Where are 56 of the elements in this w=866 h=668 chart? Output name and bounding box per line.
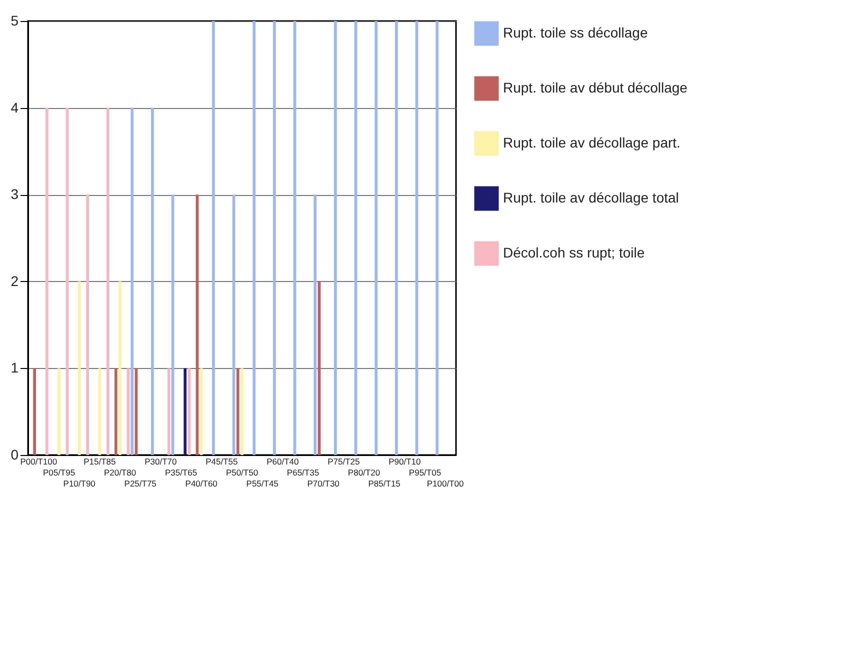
x-tick-label: P60/T40	[266, 456, 299, 466]
bar	[98, 368, 102, 455]
x-tick-label: P15/T85	[84, 456, 116, 466]
bar	[78, 281, 81, 455]
x-tick-label: P35/T65	[164, 468, 198, 478]
bar	[151, 108, 154, 455]
x-tick-label: P85/T15	[368, 478, 401, 488]
legend-label: Décol.coh ss rupt; toile	[503, 244, 645, 260]
legend-label: Rupt. toile av décollage part.	[503, 134, 680, 150]
bar	[252, 21, 256, 455]
x-tick-label: P10/T90	[63, 478, 96, 488]
bar	[436, 21, 439, 455]
y-tick-label: 3	[10, 186, 19, 202]
y-tick-label: 2	[10, 272, 19, 289]
bar	[334, 21, 337, 455]
y-tick-label: 1	[10, 360, 19, 376]
bar	[236, 368, 240, 455]
bar	[212, 21, 215, 455]
x-tick-label: P65/T35	[286, 468, 320, 478]
bar	[314, 194, 317, 455]
bar	[273, 21, 276, 455]
bar	[240, 368, 244, 455]
bar	[130, 108, 134, 455]
x-tick-label: P40/T60	[185, 478, 218, 488]
bar	[118, 281, 122, 455]
x-tick-label: P25/T75	[124, 478, 157, 488]
x-tick-label: P100/T00	[426, 478, 464, 488]
legend-label: Rupt. toile av décollage total	[503, 190, 679, 206]
x-tick-label: P95/T05	[408, 468, 442, 478]
y-tick-label: 5	[10, 12, 19, 28]
bar	[200, 368, 203, 455]
bar	[374, 21, 378, 455]
y-tick-label: 4	[10, 99, 19, 116]
x-tick-label: P05/T95	[42, 468, 76, 478]
bar	[58, 368, 60, 455]
bar	[184, 368, 187, 455]
x-tick-label: P45/T55	[206, 456, 238, 466]
bar	[86, 194, 89, 455]
y-tick-label: 0	[10, 446, 19, 462]
x-tick-label: P80/T20	[348, 468, 380, 478]
x-tick-label: P55/T45	[246, 478, 279, 488]
bar	[106, 108, 110, 455]
x-tick-label: P30/T70	[144, 456, 178, 466]
x-tick-label: P75/T25	[328, 456, 360, 466]
x-tick-label: P50/T50	[226, 468, 258, 478]
legend-label: Rupt. toile ss décollage	[503, 24, 648, 40]
x-tick-label: P90/T10	[388, 456, 421, 466]
x-tick-label: P20/T80	[104, 468, 136, 478]
bar	[45, 108, 48, 455]
legend-label: Rupt. toile av début décollage	[503, 80, 688, 96]
bar	[395, 21, 398, 455]
x-tick-label: P70/T30	[307, 478, 340, 488]
bar	[33, 368, 36, 455]
bar	[114, 368, 118, 455]
x-tick-label: P00/T100	[20, 456, 58, 466]
bar	[167, 368, 170, 455]
